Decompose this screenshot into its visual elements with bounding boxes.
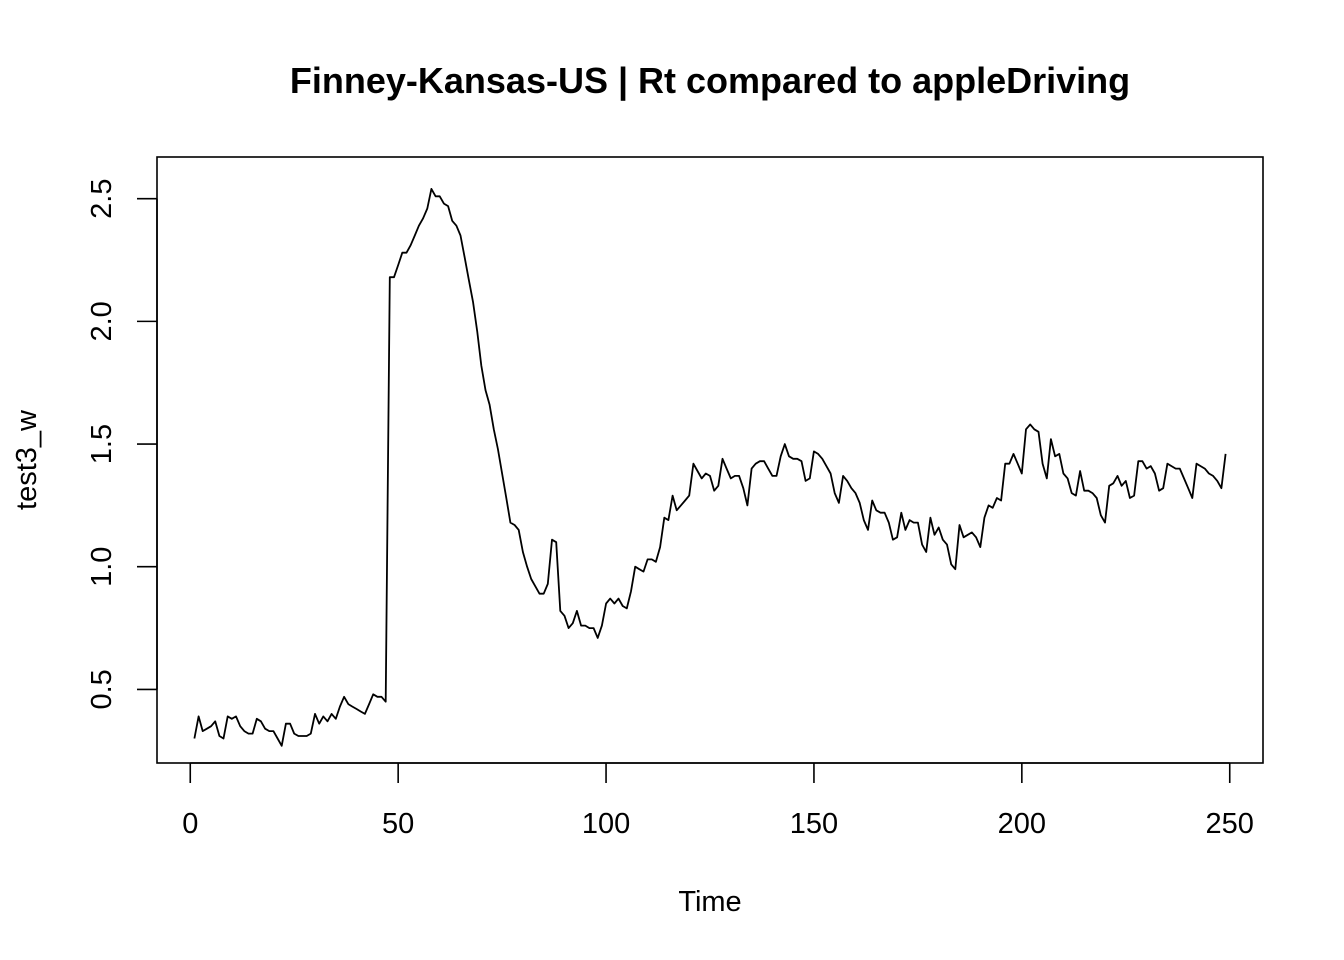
x-axis: 0 50 100 150 200 250	[182, 762, 1254, 840]
y-tick-label: 0.5	[86, 669, 118, 709]
x-tick-label: 50	[382, 808, 414, 840]
y-tick-label: 1.0	[86, 547, 118, 587]
x-axis-label: Time	[678, 886, 741, 918]
chart-title: Finney-Kansas-US | Rt compared to appleD…	[290, 60, 1130, 102]
x-tick-label: 200	[998, 808, 1046, 840]
x-tick-label: 0	[182, 808, 198, 840]
y-tick-label: 1.5	[86, 424, 118, 464]
x-tick-label: 250	[1206, 808, 1254, 840]
y-tick-label: 2.0	[86, 301, 118, 341]
x-tick-label: 100	[582, 808, 630, 840]
y-axis: 0.5 1.0 1.5 2.0 2.5	[86, 179, 158, 710]
x-tick-label: 150	[790, 808, 838, 840]
plot-frame	[156, 156, 1264, 764]
y-axis-label: test3_w	[11, 409, 43, 510]
y-tick-label: 2.5	[86, 179, 118, 219]
series-line	[193, 188, 1227, 747]
